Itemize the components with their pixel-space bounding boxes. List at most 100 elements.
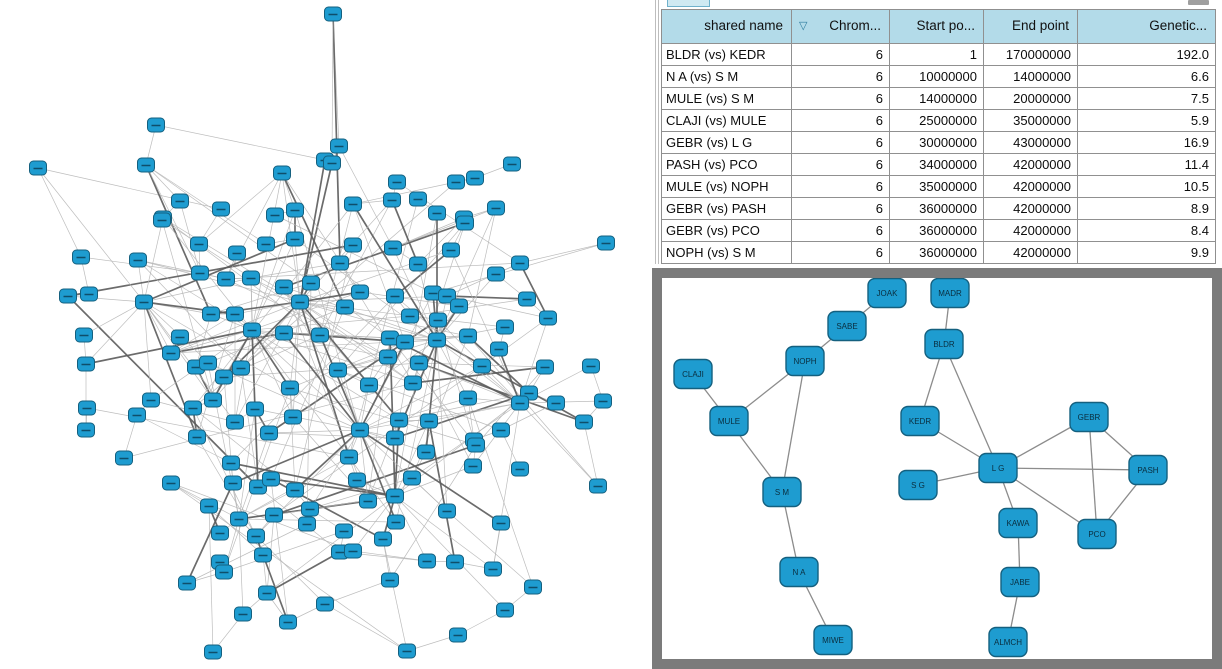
cell-genetic[interactable]: 7.5: [1078, 87, 1215, 109]
network-node-pash[interactable]: PASH: [1128, 454, 1168, 486]
network-edge: [289, 387, 296, 491]
cell-start-po[interactable]: 36000000: [890, 219, 984, 241]
network-edge: [230, 295, 396, 464]
cell-chrom[interactable]: 6: [792, 87, 890, 109]
network-node-joak[interactable]: JOAK: [867, 278, 907, 309]
scrollbar-fragment-right[interactable]: [1188, 0, 1209, 5]
network-node-n-a[interactable]: N A: [779, 556, 819, 588]
table-row[interactable]: PASH (vs) PCO 6 34000000 42000000 11.4: [662, 153, 1215, 175]
cell-end-point[interactable]: 42000000: [984, 175, 1078, 197]
cell-shared-name[interactable]: N A (vs) S M: [662, 65, 792, 87]
network-node-s-m[interactable]: S M: [762, 476, 802, 508]
scrollbar-fragment-left[interactable]: [667, 0, 710, 7]
table-row[interactable]: NOPH (vs) S M 6 36000000 42000000 9.9: [662, 241, 1215, 263]
cell-end-point[interactable]: 42000000: [984, 241, 1078, 263]
cell-start-po[interactable]: 30000000: [890, 131, 984, 153]
table-row[interactable]: N A (vs) S M 6 10000000 14000000 6.6: [662, 65, 1215, 87]
column-header-start-po[interactable]: Start po...: [890, 10, 984, 43]
table-row[interactable]: GEBR (vs) PCO 6 36000000 42000000 8.4: [662, 219, 1215, 241]
cell-shared-name[interactable]: MULE (vs) NOPH: [662, 175, 792, 197]
cell-end-point[interactable]: 42000000: [984, 153, 1078, 175]
cell-genetic[interactable]: 8.9: [1078, 197, 1215, 219]
network-edge: [170, 482, 354, 552]
column-header-chrom[interactable]: ▽ Chrom...: [792, 10, 890, 43]
network-node-jabe[interactable]: JABE: [1000, 566, 1040, 598]
cell-end-point[interactable]: 43000000: [984, 131, 1078, 153]
table-row[interactable]: BLDR (vs) KEDR 6 1 170000000 192.0: [662, 43, 1215, 65]
cell-genetic[interactable]: 11.4: [1078, 153, 1215, 175]
cell-end-point[interactable]: 35000000: [984, 109, 1078, 131]
cell-chrom[interactable]: 6: [792, 131, 890, 153]
cell-shared-name[interactable]: BLDR (vs) KEDR: [662, 43, 792, 65]
cell-shared-name[interactable]: PASH (vs) PCO: [662, 153, 792, 175]
network-node-gebr[interactable]: GEBR: [1069, 401, 1109, 433]
cell-chrom[interactable]: 6: [792, 175, 890, 197]
cell-chrom[interactable]: 6: [792, 109, 890, 131]
cell-start-po[interactable]: 14000000: [890, 87, 984, 109]
network-edge[interactable]: [1088, 416, 1098, 535]
filter-icon[interactable]: ▽: [799, 20, 808, 32]
cell-shared-name[interactable]: GEBR (vs) PASH: [662, 197, 792, 219]
network-node-l-g[interactable]: L G: [978, 452, 1018, 484]
cell-genetic[interactable]: 10.5: [1078, 175, 1215, 197]
table-row[interactable]: MULE (vs) NOPH 6 35000000 42000000 10.5: [662, 175, 1215, 197]
network-edge: [428, 402, 521, 422]
cell-end-point[interactable]: 42000000: [984, 197, 1078, 219]
cell-start-po[interactable]: 10000000: [890, 65, 984, 87]
cell-genetic[interactable]: 16.9: [1078, 131, 1215, 153]
network-node-madr[interactable]: MADR: [930, 278, 970, 309]
network-edge: [425, 339, 438, 453]
cell-start-po[interactable]: 34000000: [890, 153, 984, 175]
table-row[interactable]: MULE (vs) S M 6 14000000 20000000 7.5: [662, 87, 1215, 109]
network-node-s-g[interactable]: S G: [898, 469, 938, 501]
cell-shared-name[interactable]: MULE (vs) S M: [662, 87, 792, 109]
column-header-genetic[interactable]: Genetic...: [1078, 10, 1215, 43]
cell-start-po[interactable]: 1: [890, 43, 984, 65]
cell-end-point[interactable]: 42000000: [984, 219, 1078, 241]
network-node-claji[interactable]: CLAJI: [673, 358, 713, 390]
cell-genetic[interactable]: 6.6: [1078, 65, 1215, 87]
cell-chrom[interactable]: 6: [792, 219, 890, 241]
cell-genetic[interactable]: 192.0: [1078, 43, 1215, 65]
table-row[interactable]: CLAJI (vs) MULE 6 25000000 35000000 5.9: [662, 109, 1215, 131]
cell-shared-name[interactable]: NOPH (vs) S M: [662, 241, 792, 263]
cell-shared-name[interactable]: GEBR (vs) L G: [662, 131, 792, 153]
cell-end-point[interactable]: 170000000: [984, 43, 1078, 65]
cell-chrom[interactable]: 6: [792, 65, 890, 87]
network-node-noph[interactable]: NOPH: [785, 345, 825, 377]
column-header-shared-name[interactable]: shared name: [662, 10, 792, 43]
column-header-end-point[interactable]: End point: [984, 10, 1078, 43]
cell-chrom[interactable]: 6: [792, 197, 890, 219]
cell-start-po[interactable]: 36000000: [890, 197, 984, 219]
cell-end-point[interactable]: 20000000: [984, 87, 1078, 109]
network-edge: [359, 341, 406, 431]
cell-end-point[interactable]: 14000000: [984, 65, 1078, 87]
cell-chrom[interactable]: 6: [792, 43, 890, 65]
cell-shared-name[interactable]: GEBR (vs) PCO: [662, 219, 792, 241]
network-node-almch[interactable]: ALMCH: [988, 626, 1028, 658]
cell-genetic[interactable]: 9.9: [1078, 241, 1215, 263]
table-row[interactable]: GEBR (vs) L G 6 30000000 43000000 16.9: [662, 131, 1215, 153]
network-node-kedr[interactable]: KEDR: [900, 405, 940, 437]
cell-genetic[interactable]: 8.4: [1078, 219, 1215, 241]
network-edge[interactable]: [943, 343, 999, 469]
network-edge: [299, 301, 411, 317]
table-row[interactable]: GEBR (vs) PASH 6 36000000 42000000 8.9: [662, 197, 1215, 219]
cell-start-po[interactable]: 25000000: [890, 109, 984, 131]
node-label: JABE: [1010, 578, 1030, 587]
network-node-mule[interactable]: MULE: [709, 405, 749, 437]
cell-start-po[interactable]: 36000000: [890, 241, 984, 263]
network-node-pco[interactable]: PCO: [1077, 518, 1117, 550]
network-edge[interactable]: [781, 360, 806, 493]
cell-start-po[interactable]: 35000000: [890, 175, 984, 197]
cell-genetic[interactable]: 5.9: [1078, 109, 1215, 131]
network-node-miwe[interactable]: MIWE: [813, 624, 853, 656]
network-node-kawa[interactable]: KAWA: [998, 507, 1038, 539]
network-node-sabe[interactable]: SABE: [827, 310, 867, 342]
network-edge: [234, 301, 301, 315]
cell-shared-name[interactable]: CLAJI (vs) MULE: [662, 109, 792, 131]
network-node-bldr[interactable]: BLDR: [924, 328, 964, 360]
network-edge[interactable]: [997, 467, 1149, 471]
cell-chrom[interactable]: 6: [792, 241, 890, 263]
cell-chrom[interactable]: 6: [792, 153, 890, 175]
